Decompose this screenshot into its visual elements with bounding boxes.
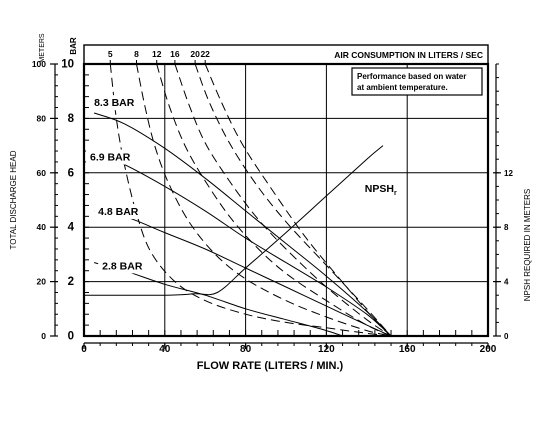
npsh-tick-label-8: 8 xyxy=(504,223,509,232)
npsh-tick-label-12: 12 xyxy=(504,169,513,178)
y-axis-title-left: TOTAL DISCHARGE HEAD xyxy=(9,150,18,249)
pressure-label-48: 4.8 BAR xyxy=(98,206,139,218)
air-curve-22 xyxy=(204,63,392,337)
bar-tick-label-2: 2 xyxy=(68,276,74,288)
x-axis-title: FLOW RATE (LITERS / MIN.) xyxy=(197,360,344,372)
pressure-curve-48 xyxy=(94,210,392,337)
meters-tick-label-40: 40 xyxy=(37,222,47,232)
meters-tick-label-100: 100 xyxy=(32,59,46,69)
bar-tick-label-0: 0 xyxy=(68,331,74,343)
npsh-label-bg xyxy=(361,181,404,197)
air-curve-16 xyxy=(174,63,392,337)
label-bg-69 xyxy=(86,149,137,165)
curve-layer xyxy=(83,63,392,337)
npsh-label-sub: r xyxy=(394,190,397,197)
air-curve-5 xyxy=(109,63,392,337)
note-line-2: at ambient temperature. xyxy=(357,83,448,92)
meters-tick-label-60: 60 xyxy=(37,168,47,178)
air-label-12: 12 xyxy=(152,49,162,59)
pressure-label-83: 8.3 BAR xyxy=(94,97,135,109)
label-bg-83 xyxy=(90,95,141,111)
meters-unit-label: METERS xyxy=(39,33,46,63)
curve-labels: NPSHr 8.3 BAR 6.9 BAR 4.8 BAR 2.8 BAR xyxy=(86,95,404,274)
air-label-5: 5 xyxy=(108,49,113,59)
meters-tick-label-80: 80 xyxy=(37,113,47,123)
bar-unit-label: BAR xyxy=(69,37,78,55)
pressure-curve-83 xyxy=(93,112,392,337)
air-label-8: 8 xyxy=(134,49,139,59)
pressure-label-28: 2.8 BAR xyxy=(102,260,143,272)
meters-tick-label-0: 0 xyxy=(41,331,46,341)
air-curve-20 xyxy=(194,63,392,337)
x-tick-label-120: 120 xyxy=(318,344,335,355)
x-tick-label-80: 80 xyxy=(240,344,252,355)
bar-tick-label-4: 4 xyxy=(68,222,75,234)
bar-tick-label-8: 8 xyxy=(68,113,75,125)
x-tick-label-0: 0 xyxy=(81,344,87,355)
air-label-22: 22 xyxy=(200,49,210,59)
note-line-1: Performance based on water xyxy=(357,72,466,81)
pressure-label-69: 6.9 BAR xyxy=(90,152,131,164)
bar-tick-label-10: 10 xyxy=(61,59,74,71)
npsh-tick-label-0: 0 xyxy=(504,332,509,341)
air-curve-8 xyxy=(136,63,392,337)
x-tick-label-200: 200 xyxy=(480,344,497,355)
x-tick-label-160: 160 xyxy=(399,344,416,355)
air-curve-12 xyxy=(156,63,392,337)
y-axis-title-right: NPSH REQUIRED IN METERS xyxy=(523,189,532,301)
pressure-curve-69 xyxy=(93,153,392,337)
npsh-curve xyxy=(83,145,384,296)
top-axis-title: AIR CONSUMPTION IN LITERS / SEC xyxy=(334,50,483,60)
air-label-16: 16 xyxy=(170,49,180,59)
air-label-20: 20 xyxy=(190,49,200,59)
label-bg-48 xyxy=(94,203,145,219)
bar-tick-label-6: 6 xyxy=(68,167,74,179)
npsh-tick-label-4: 4 xyxy=(504,278,509,287)
label-bg-28 xyxy=(98,258,149,274)
note-box xyxy=(351,67,483,96)
top-axis-strip xyxy=(83,44,489,65)
npsh-label: NPSHr xyxy=(365,183,397,197)
meters-tick-label-20: 20 xyxy=(37,277,47,287)
x-tick-label-40: 40 xyxy=(159,344,171,355)
